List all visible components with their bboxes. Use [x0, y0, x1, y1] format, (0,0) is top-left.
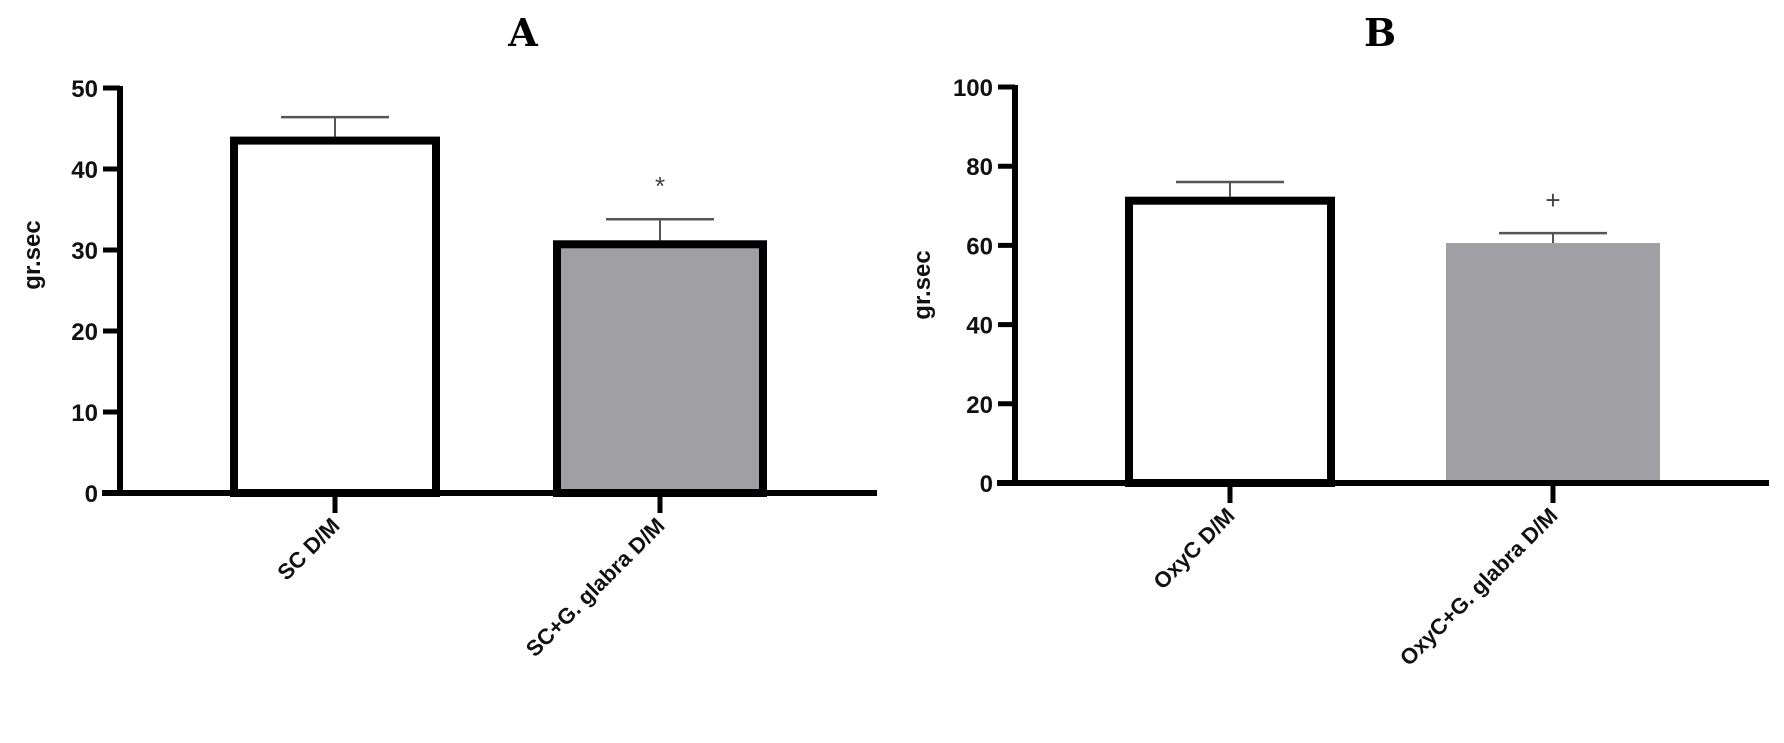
category-label: OxyC D/M: [1148, 503, 1239, 594]
y-tick-label: 50: [71, 76, 98, 103]
y-tick-label: 80: [966, 154, 993, 181]
significance-marker: +: [1545, 185, 1560, 215]
y-tick-label: 40: [71, 157, 98, 184]
bar: [553, 240, 767, 497]
y-tick-label: 20: [71, 319, 98, 346]
bar: [230, 136, 440, 497]
y-tick-label: 100: [953, 75, 993, 102]
y-tick-label: 60: [966, 233, 993, 260]
significance-marker: *: [655, 171, 665, 201]
y-tick-label: 0: [980, 471, 993, 498]
y-tick-label: 20: [966, 392, 993, 419]
y-tick-label: 0: [85, 481, 98, 508]
bar: [1125, 196, 1335, 488]
y-axis-label: gr.sec: [909, 250, 936, 319]
y-tick-label: 10: [71, 400, 98, 427]
panel-a-chart: Agr.sec SC D/M * SC+G. glabra D/M 0 10 20 30 40 5…: [19, 10, 877, 662]
y-axis-label: gr.sec: [19, 220, 46, 289]
panel-title: A: [507, 10, 538, 55]
category-label: SC D/M: [272, 513, 344, 585]
category-label: SC+G. glabra D/M: [521, 513, 670, 662]
y-tick-label: 30: [71, 238, 98, 265]
y-tick-label: 40: [966, 313, 993, 340]
bar: [1446, 243, 1660, 483]
panel-b-chart: Bgr.sec OxyC D/M + OxyC+G. glabra D/M 0 20 40 6…: [909, 10, 1769, 671]
panel-title: B: [1364, 10, 1396, 55]
category-label: OxyC+G. glabra D/M: [1395, 503, 1563, 671]
